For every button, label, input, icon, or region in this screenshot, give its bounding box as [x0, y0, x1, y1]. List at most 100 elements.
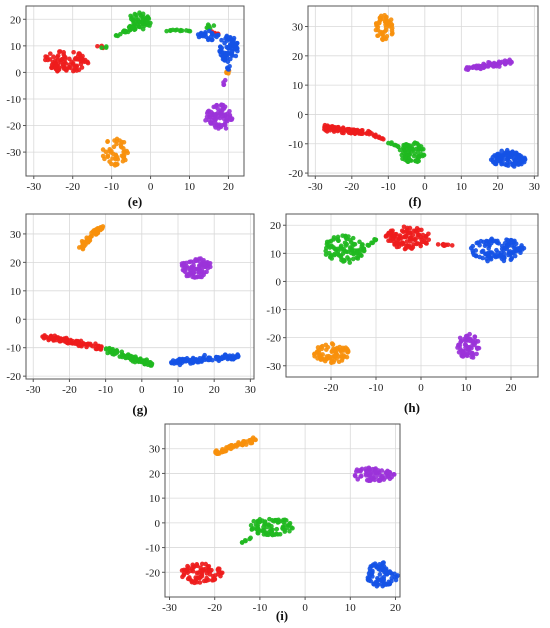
panel-label: (f): [409, 194, 422, 209]
x-tick-label: 0: [139, 384, 145, 396]
y-tick-label: 30: [292, 22, 304, 34]
point-purple: [373, 474, 379, 480]
point-green: [137, 10, 142, 16]
point-red: [71, 49, 76, 55]
point-purple: [497, 64, 502, 69]
point-green: [113, 33, 119, 38]
point-orange: [383, 36, 389, 42]
point-red: [70, 61, 76, 66]
point-purple: [486, 59, 491, 65]
point-green: [253, 522, 259, 527]
point-green: [287, 520, 293, 526]
point-purple: [219, 122, 225, 128]
x-tick-label: -10: [381, 181, 396, 193]
point-green: [335, 237, 340, 242]
point-orange: [388, 20, 393, 26]
point-orange: [380, 32, 385, 37]
y-tick-label: 30: [149, 444, 161, 456]
point-green: [338, 243, 344, 249]
point-red: [63, 67, 68, 72]
point-red: [98, 347, 104, 352]
point-red: [199, 561, 205, 567]
y-tick-label: -20: [6, 371, 21, 383]
point-purple: [208, 109, 214, 115]
point-blue: [507, 159, 513, 165]
point-orange: [317, 355, 323, 361]
point-red: [449, 243, 455, 248]
point-red: [406, 243, 412, 248]
point-green: [274, 526, 280, 532]
x-tick-label: -30: [162, 602, 177, 614]
x-tick-label: -20: [324, 382, 339, 394]
point-red: [414, 241, 419, 247]
point-blue: [516, 246, 521, 251]
point-green: [338, 247, 344, 252]
point-blue: [210, 357, 215, 363]
point-purple: [391, 472, 397, 477]
y-tick-label: 20: [292, 51, 304, 63]
point-green: [270, 532, 275, 538]
point-blue: [168, 360, 174, 365]
point-blue: [234, 40, 240, 46]
panel-g: -30 -20 -10 0 10 20 30 -20 -10 0 10 20 30 (g): [6, 213, 256, 417]
point-purple: [509, 59, 514, 65]
point-orange: [248, 440, 253, 446]
point-red: [190, 568, 196, 574]
point-orange: [323, 342, 329, 348]
y-tick-label: 0: [16, 314, 22, 326]
point-orange: [329, 360, 334, 366]
point-orange: [114, 139, 120, 144]
point-blue: [504, 243, 510, 248]
point-red: [42, 333, 47, 338]
point-purple: [496, 59, 502, 65]
point-purple: [219, 108, 225, 114]
point-purple: [196, 256, 202, 262]
point-blue: [381, 574, 387, 580]
point-orange: [312, 353, 317, 359]
point-orange: [107, 159, 112, 164]
point-purple: [222, 77, 228, 83]
panel-label: (g): [132, 402, 147, 417]
point-blue: [223, 36, 228, 41]
point-orange: [94, 228, 100, 233]
point-blue: [202, 352, 207, 358]
point-blue: [228, 56, 233, 62]
point-orange: [374, 23, 379, 28]
point-red: [408, 230, 413, 236]
point-green: [342, 248, 347, 254]
y-tick-label: -10: [288, 139, 303, 151]
x-tick-label: 10: [461, 382, 473, 394]
x-tick-label: 10: [456, 181, 468, 193]
point-blue: [504, 237, 509, 242]
point-purple: [191, 270, 196, 276]
point-red: [393, 231, 399, 237]
x-tick-label: 20: [492, 181, 504, 193]
point-purple: [377, 477, 382, 483]
point-blue: [393, 577, 399, 583]
point-orange: [105, 154, 111, 160]
point-orange: [228, 445, 233, 450]
point-red: [394, 240, 399, 246]
point-red: [197, 580, 203, 585]
point-blue: [227, 63, 232, 69]
point-purple: [504, 59, 510, 64]
point-green: [177, 28, 183, 34]
point-purple: [474, 65, 479, 71]
y-tick-label: -10: [266, 305, 281, 317]
point-purple: [206, 117, 212, 123]
point-orange: [220, 446, 225, 452]
x-tick-label: -30: [26, 384, 41, 396]
point-green: [406, 149, 411, 154]
x-tick-label: -10: [369, 382, 384, 394]
point-green: [332, 251, 337, 257]
point-green: [268, 526, 274, 532]
point-blue: [470, 248, 476, 254]
point-orange: [121, 140, 127, 145]
point-orange: [341, 353, 347, 358]
point-orange: [339, 358, 345, 363]
point-red: [81, 341, 86, 346]
point-blue: [492, 252, 497, 257]
point-purple: [203, 118, 208, 123]
point-blue: [176, 357, 182, 363]
point-blue: [499, 160, 505, 166]
